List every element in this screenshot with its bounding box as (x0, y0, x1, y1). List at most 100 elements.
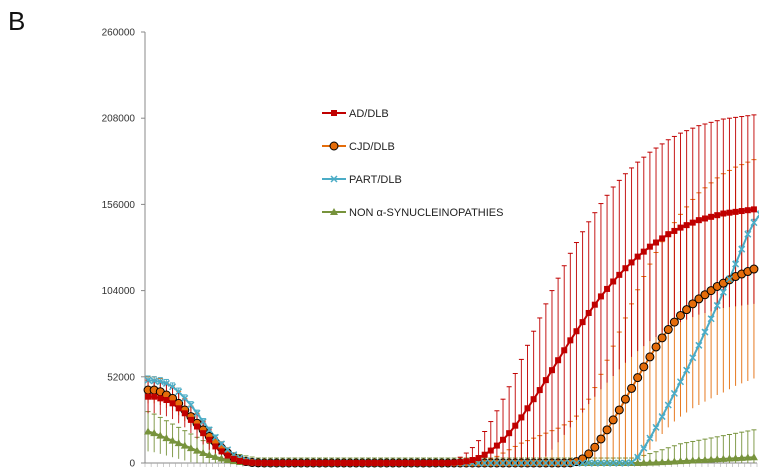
data-point (330, 208, 338, 215)
series-markers-0 (145, 206, 757, 466)
data-point (181, 410, 188, 417)
data-point (156, 431, 165, 439)
data-point (279, 460, 286, 466)
data-point (457, 459, 464, 466)
series-markers (143, 206, 759, 468)
data-point (756, 214, 759, 218)
y-tick-label: 260000 (102, 28, 136, 39)
data-point (701, 215, 708, 222)
legend-item: NON α-SYNUCLEINOPATHIES (322, 207, 503, 219)
data-point (645, 352, 655, 362)
data-point (633, 373, 643, 383)
data-point (353, 460, 360, 466)
data-point (316, 460, 323, 466)
data-point (700, 290, 710, 300)
data-point (156, 378, 164, 386)
data-point (180, 441, 189, 449)
data-point (199, 449, 208, 457)
data-point (688, 456, 697, 464)
error-bars (145, 114, 759, 464)
data-point (627, 383, 637, 393)
y-tick-label: 52000 (107, 372, 135, 383)
data-point (683, 222, 690, 229)
data-point (689, 354, 697, 362)
data-point (481, 459, 489, 467)
data-point (145, 393, 152, 400)
data-point (144, 376, 152, 384)
data-point (199, 418, 207, 426)
data-point (756, 210, 759, 215)
data-point (608, 415, 618, 425)
data-point (708, 213, 715, 220)
data-point (144, 427, 153, 435)
data-point (505, 459, 513, 467)
data-point (719, 288, 727, 296)
data-point (713, 301, 721, 310)
data-point (377, 460, 384, 466)
data-point (236, 458, 243, 465)
data-point (499, 459, 507, 467)
data-point (330, 175, 338, 183)
legend-item: CJD/DLB (322, 141, 395, 153)
data-point (371, 460, 378, 466)
data-point (744, 207, 751, 214)
data-point (194, 423, 201, 430)
data-point (652, 458, 661, 466)
data-point (560, 459, 568, 467)
data-point (205, 451, 214, 459)
data-point (224, 452, 231, 459)
data-point (285, 460, 292, 466)
data-point (524, 405, 531, 412)
data-point (726, 209, 733, 216)
series-markers-2 (144, 210, 759, 467)
data-point (665, 231, 672, 238)
legend-label: PART/DLB (349, 174, 402, 186)
data-point (328, 460, 335, 466)
data-point (162, 434, 171, 442)
data-point (432, 460, 439, 466)
data-point (732, 260, 740, 268)
data-point (749, 453, 758, 461)
data-point (572, 459, 580, 467)
data-point (414, 460, 421, 466)
data-point (744, 230, 752, 238)
data-point (658, 458, 667, 466)
data-point (616, 271, 623, 278)
data-point (670, 457, 679, 465)
data-point (223, 456, 232, 464)
data-point (664, 457, 673, 465)
data-point (426, 460, 433, 466)
data-point (175, 405, 182, 412)
data-point (640, 444, 648, 452)
data-point (713, 455, 722, 463)
data-point (242, 459, 249, 466)
data-point (695, 341, 703, 349)
data-point (475, 455, 482, 462)
data-point (506, 430, 513, 437)
data-point (383, 460, 390, 466)
data-point (706, 286, 716, 296)
data-point (634, 253, 641, 260)
data-point (168, 436, 177, 444)
data-point (175, 388, 183, 396)
data-point (536, 387, 543, 394)
data-point (169, 400, 176, 407)
data-point (187, 401, 195, 409)
data-point (395, 460, 402, 466)
data-point (707, 455, 716, 463)
data-point (255, 459, 262, 466)
data-point (725, 275, 733, 283)
series-line-1 (148, 268, 755, 464)
data-point (579, 459, 587, 467)
data-point (738, 245, 746, 253)
data-point (573, 328, 580, 335)
y-tick-label: 156000 (102, 200, 136, 211)
data-point (487, 459, 495, 467)
data-point (671, 227, 678, 234)
data-point (567, 337, 574, 344)
data-point (347, 460, 354, 466)
data-point (615, 459, 623, 467)
data-point (659, 235, 666, 242)
legend-label: CJD/DLB (349, 141, 395, 153)
legend-item: AD/DLB (322, 108, 389, 120)
